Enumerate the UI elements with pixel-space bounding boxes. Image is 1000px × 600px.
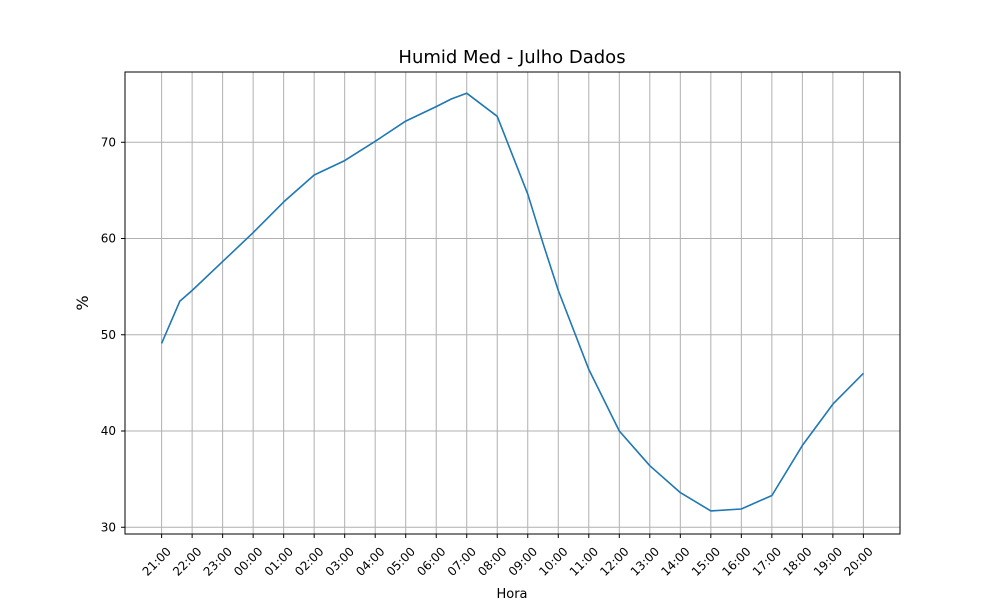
x-tick-label: 12:00 [597, 544, 631, 578]
x-tick-label: 19:00 [811, 544, 845, 578]
x-tick-label: 06:00 [414, 544, 448, 578]
x-tick-label: 14:00 [658, 544, 692, 578]
y-axis-label: % [73, 295, 92, 310]
y-tick-label: 70 [101, 135, 116, 149]
x-tick-label: 17:00 [750, 544, 784, 578]
x-axis: 21:0022:0023:0000:0001:0002:0003:0004:00… [140, 534, 876, 579]
plot-frame [124, 71, 901, 535]
series-layer [160, 92, 864, 512]
x-tick-label: 10:00 [536, 544, 570, 578]
x-tick-label: 11:00 [567, 544, 601, 578]
chart-title: Humid Med - Julho Dados [398, 47, 625, 68]
x-tick-label: 21:00 [140, 544, 174, 578]
x-tick-label: 05:00 [384, 544, 418, 578]
x-tick-label: 20:00 [841, 544, 875, 578]
x-tick-label: 08:00 [475, 544, 509, 578]
x-tick-label: 16:00 [719, 544, 753, 578]
x-tick-label: 15:00 [689, 544, 723, 578]
series-line [160, 92, 864, 512]
x-tick-label: 13:00 [628, 544, 662, 578]
y-axis: 30 40 50 60 70 [101, 135, 125, 534]
x-tick-label: 23:00 [201, 544, 235, 578]
x-tick-label: 22:00 [170, 544, 204, 578]
x-tick-label: 01:00 [262, 544, 296, 578]
x-tick-label: 07:00 [445, 544, 479, 578]
x-tick-label: 09:00 [506, 544, 540, 578]
x-tick-label: 00:00 [231, 544, 265, 578]
x-tick-label: 04:00 [353, 544, 387, 578]
x-tick-label: 02:00 [292, 544, 326, 578]
x-axis-label: Hora [496, 587, 527, 600]
y-tick-label: 60 [101, 232, 116, 246]
x-tick-label: 03:00 [323, 544, 357, 578]
y-tick-label: 30 [101, 520, 116, 534]
y-tick-label: 50 [101, 328, 116, 342]
grid [125, 72, 900, 534]
x-tick-label: 18:00 [780, 544, 814, 578]
y-tick-label: 40 [101, 424, 116, 438]
